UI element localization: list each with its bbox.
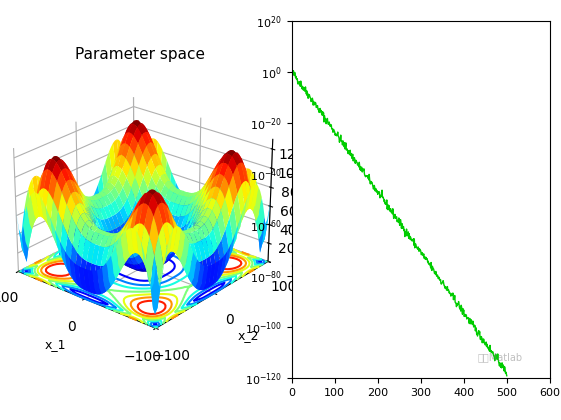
- X-axis label: x_1: x_1: [45, 338, 66, 351]
- Y-axis label: x_2: x_2: [238, 329, 259, 342]
- Title: Parameter space: Parameter space: [75, 47, 205, 62]
- Text: 天天Matlab: 天天Matlab: [477, 352, 523, 362]
